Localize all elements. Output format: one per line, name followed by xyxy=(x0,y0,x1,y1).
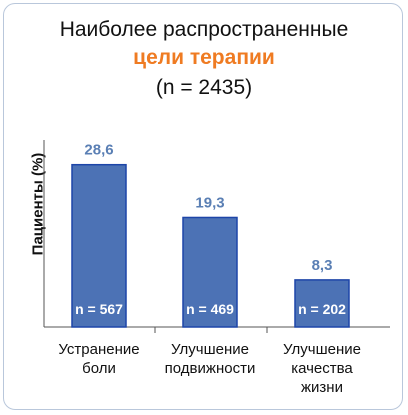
value-label-2: 8,3 xyxy=(312,257,333,274)
category-label-0: Устранение боли xyxy=(34,340,164,378)
n-label-0: n = 567 xyxy=(75,301,123,317)
n-label-2: n = 202 xyxy=(298,301,346,317)
category-label-1-line-1: подвижности xyxy=(164,360,256,377)
category-label-2-line-1: качества xyxy=(291,360,353,377)
bar-2 xyxy=(294,279,350,328)
chart-title-line-1: Наиболее распространенные xyxy=(59,18,349,41)
category-label-1: Улучшение подвижности xyxy=(145,340,275,378)
chart-title-line-2: цели терапии xyxy=(133,46,275,69)
bar-1 xyxy=(182,216,238,328)
value-label-0: 28,6 xyxy=(84,142,113,159)
category-label-0-line-1: боли xyxy=(82,360,116,377)
category-label-2: Улучшение качества жизни xyxy=(257,340,387,397)
n-label-1: n = 469 xyxy=(186,301,234,317)
chart-title-line-3: (n = 2435) xyxy=(155,76,253,99)
value-label-1: 19,3 xyxy=(195,194,224,211)
y-axis-label: Пациенты (%) xyxy=(30,153,47,256)
bar-0 xyxy=(71,163,127,328)
category-label-0-line-0: Устранение xyxy=(58,341,140,358)
category-label-2-line-2: жизни xyxy=(301,379,343,396)
category-label-2-line-0: Улучшение xyxy=(283,341,361,358)
chart-frame xyxy=(3,3,403,410)
category-label-1-line-0: Улучшение xyxy=(171,341,249,358)
